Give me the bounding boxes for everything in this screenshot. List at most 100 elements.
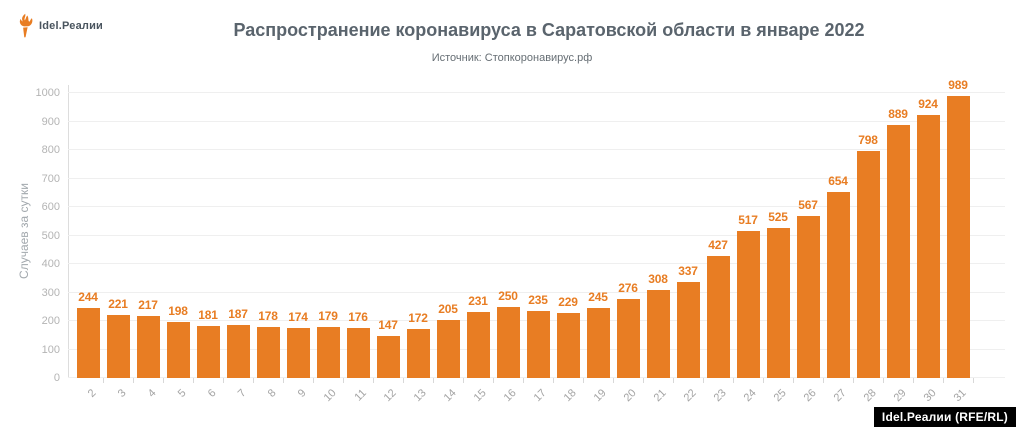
x-axis-tick bbox=[253, 378, 254, 383]
bar-value-label: 231 bbox=[468, 294, 488, 309]
x-axis-tick bbox=[553, 378, 554, 383]
x-tick-label: 24 bbox=[741, 387, 759, 405]
y-tick-label: 200 bbox=[41, 315, 60, 327]
bar-slot: 172 bbox=[403, 93, 433, 378]
bar-slot: 525 bbox=[763, 93, 793, 378]
bar-slot: 244 bbox=[73, 93, 103, 378]
plot-area: 244 221 217 198 181 187 178 174 179 176 147 172 205 2… bbox=[68, 79, 1005, 383]
x-axis-tick bbox=[493, 378, 494, 383]
bar-value-label: 179 bbox=[318, 309, 338, 323]
bar-value-label: 989 bbox=[948, 78, 968, 93]
x-tick-label: 7 bbox=[235, 387, 249, 400]
x-tick-label: 21 bbox=[651, 387, 669, 405]
bar-slot: 235 bbox=[523, 93, 553, 378]
chart-source: Источник: Стопкоронавирус.рф bbox=[431, 52, 593, 64]
y-tick-label: 900 bbox=[41, 115, 60, 128]
bar-day-23 bbox=[706, 256, 730, 378]
bar-day-26 bbox=[796, 216, 820, 378]
bar-value-label: 229 bbox=[558, 294, 578, 309]
x-tick-label: 3 bbox=[115, 387, 129, 400]
bar-slot: 245 bbox=[583, 93, 613, 378]
bar-day-17 bbox=[526, 311, 550, 378]
x-axis-tick bbox=[823, 378, 824, 383]
y-axis-line bbox=[68, 85, 69, 378]
x-tick-label: 2 bbox=[85, 387, 99, 400]
gridline bbox=[68, 149, 1005, 150]
x-tick-label: 15 bbox=[471, 387, 489, 405]
x-axis-tick bbox=[853, 378, 854, 383]
bar-value-label: 337 bbox=[678, 263, 698, 278]
bar-slot: 276 bbox=[613, 93, 643, 378]
x-axis-tick bbox=[673, 378, 674, 383]
bar-value-label: 427 bbox=[708, 238, 728, 253]
y-tick-label: 700 bbox=[41, 172, 60, 185]
bar-value-label: 798 bbox=[858, 132, 878, 147]
x-tick-label: 30 bbox=[921, 387, 939, 405]
bar-day-30 bbox=[916, 114, 940, 378]
bar-value-label: 567 bbox=[798, 198, 818, 213]
y-tick-label: 600 bbox=[41, 201, 60, 213]
x-axis-tick bbox=[193, 378, 194, 383]
bar-value-label: 217 bbox=[138, 298, 158, 313]
x-tick-label: 6 bbox=[205, 387, 219, 400]
bar-day-3 bbox=[106, 315, 130, 378]
x-tick-label: 16 bbox=[501, 387, 519, 405]
bar-slot: 198 bbox=[163, 93, 193, 378]
bar-day-18 bbox=[556, 312, 580, 378]
bar-value-label: 187 bbox=[228, 306, 248, 321]
bar-slot: 179 bbox=[313, 93, 343, 378]
x-tick-label: 20 bbox=[621, 387, 639, 405]
credit-badge: Idel.Реалии (RFE/RL) bbox=[873, 407, 1016, 427]
bar-day-28 bbox=[856, 150, 880, 378]
bar-value-label: 245 bbox=[588, 290, 608, 305]
x-tick-label: 10 bbox=[321, 387, 339, 405]
y-tick-label: 800 bbox=[41, 144, 60, 156]
bar-day-20 bbox=[616, 299, 640, 378]
bar-slot: 147 bbox=[373, 93, 403, 378]
bar-slot: 517 bbox=[733, 93, 763, 378]
brand-logo-text: Idel.Реалии bbox=[39, 19, 104, 32]
x-axis-tick bbox=[763, 378, 764, 383]
bar-day-9 bbox=[286, 328, 310, 378]
bar-slot: 231 bbox=[463, 93, 493, 378]
x-tick-label: 13 bbox=[411, 387, 429, 405]
bar-day-25 bbox=[766, 228, 790, 378]
y-tick-label: 500 bbox=[41, 229, 60, 242]
gridline bbox=[68, 177, 1005, 179]
x-tick-label: 17 bbox=[531, 387, 549, 405]
x-tick-label: 27 bbox=[831, 387, 849, 405]
x-tick-label: 19 bbox=[591, 387, 609, 405]
x-axis-tick bbox=[313, 378, 314, 383]
bar-slot: 205 bbox=[433, 93, 463, 378]
bar-day-16 bbox=[496, 306, 520, 378]
x-tick-label: 8 bbox=[265, 387, 279, 400]
bar-day-31 bbox=[946, 96, 970, 378]
x-tick-label: 31 bbox=[951, 387, 969, 405]
gridline bbox=[68, 291, 1005, 293]
bar-value-label: 176 bbox=[348, 309, 368, 324]
gridline bbox=[68, 263, 1005, 264]
bar-day-29 bbox=[886, 124, 910, 378]
bar-value-label: 172 bbox=[408, 310, 428, 325]
bar-slot: 174 bbox=[283, 93, 313, 378]
x-tick-label: 28 bbox=[861, 387, 879, 405]
x-tick-label: 11 bbox=[351, 387, 369, 404]
bar-day-27 bbox=[826, 191, 850, 378]
bar-slot: 178 bbox=[253, 93, 283, 378]
y-tick-label: 100 bbox=[41, 343, 60, 356]
gridline bbox=[68, 206, 1005, 207]
x-axis-tick bbox=[793, 378, 794, 383]
x-axis-tick bbox=[583, 378, 584, 383]
y-tick-label: 300 bbox=[41, 286, 60, 299]
bar-slot: 221 bbox=[103, 93, 133, 378]
bar-slot: 924 bbox=[913, 93, 943, 378]
bar-value-label: 147 bbox=[378, 318, 398, 333]
bar-day-5 bbox=[166, 321, 190, 378]
bar-value-label: 308 bbox=[648, 272, 668, 287]
chart-title: Распространение коронавируса в Саратовск… bbox=[233, 20, 865, 40]
x-tick-label: 22 bbox=[681, 387, 699, 405]
bar-day-21 bbox=[646, 290, 670, 378]
bar-value-label: 244 bbox=[78, 290, 98, 305]
x-axis-tick bbox=[403, 378, 404, 383]
